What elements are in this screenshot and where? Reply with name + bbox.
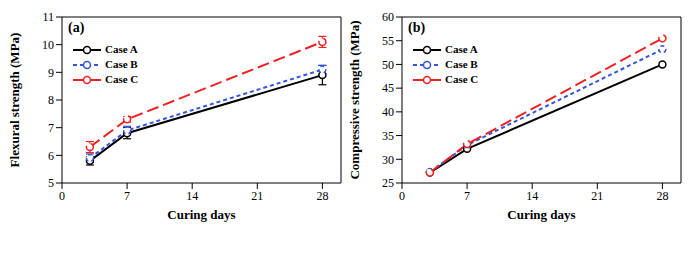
svg-text:0: 0: [399, 189, 405, 203]
html-text:Case C: Case C: [105, 73, 139, 85]
svg-text:11: 11: [42, 10, 54, 24]
svg-text:7: 7: [48, 121, 54, 135]
svg-text:Compressive strength (MPa): Compressive strength (MPa): [348, 20, 362, 179]
html-text:(a): (a): [68, 20, 85, 35]
svg-text:7: 7: [464, 189, 470, 203]
svg-text:21: 21: [591, 189, 603, 203]
svg-text:5: 5: [48, 176, 54, 190]
svg-text:35: 35: [382, 129, 394, 143]
svg-text:25: 25: [382, 176, 394, 190]
svg-text:Curing days: Curing days: [167, 207, 235, 222]
svg-text:7: 7: [124, 189, 130, 203]
svg-text:21: 21: [251, 189, 263, 203]
svg-text:6: 6: [48, 149, 54, 163]
svg-text:9: 9: [48, 66, 54, 80]
html-text:Case A: Case A: [445, 43, 478, 55]
svg-text:10: 10: [42, 38, 54, 52]
svg-text:14: 14: [526, 189, 538, 203]
html-text:Case B: Case B: [105, 58, 138, 70]
html-text:Case C: Case C: [445, 73, 479, 85]
svg-text:28: 28: [656, 189, 668, 203]
html-text:Case B: Case B: [445, 58, 478, 70]
svg-text:Flexural strength (MPa): Flexural strength (MPa): [8, 33, 22, 168]
svg-text:14: 14: [186, 189, 198, 203]
html-text:(b): (b): [408, 20, 426, 35]
svg-text:55: 55: [382, 34, 394, 48]
svg-text:40: 40: [382, 105, 394, 119]
svg-text:Curing days: Curing days: [507, 207, 575, 222]
svg-text:0: 0: [59, 189, 65, 203]
html-text:Case A: Case A: [105, 43, 138, 55]
svg-text:50: 50: [382, 58, 394, 72]
svg-text:30: 30: [382, 153, 394, 167]
svg-text:8: 8: [48, 93, 54, 107]
svg-text:45: 45: [382, 81, 394, 95]
svg-text:28: 28: [316, 189, 328, 203]
svg-text:60: 60: [382, 10, 394, 24]
